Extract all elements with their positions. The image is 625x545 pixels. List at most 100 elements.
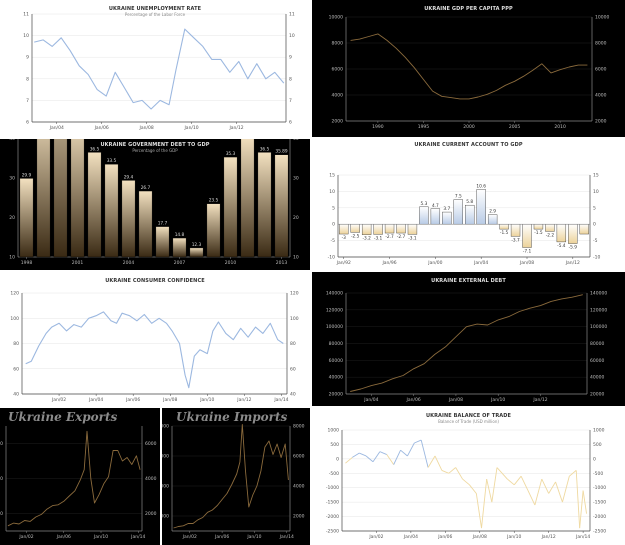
x-tick-label: Jan/06 bbox=[406, 397, 421, 403]
y-tick-label: 15 bbox=[329, 173, 335, 179]
bar bbox=[453, 199, 463, 225]
y-tick-label-right: 8000 bbox=[595, 41, 607, 47]
bar-label: -3.7 bbox=[511, 237, 520, 243]
series-segment bbox=[501, 472, 508, 480]
bar bbox=[274, 154, 289, 258]
x-tick-label: 2001 bbox=[72, 260, 84, 266]
bar bbox=[257, 152, 272, 258]
bar-label: 12.3 bbox=[192, 242, 202, 248]
bar-label: 36.5 bbox=[260, 146, 270, 152]
y-tick-label: 20000 bbox=[329, 392, 343, 398]
series-segment bbox=[414, 439, 422, 444]
series-line bbox=[350, 294, 583, 392]
y-tick-label: 8 bbox=[26, 76, 29, 82]
chart-svg: 120 120 100 100 80 80 60 60 40 40 Jan/02 Jan/04 Jan/… bbox=[10, 291, 298, 404]
y-tick-label: 40000 bbox=[329, 375, 343, 381]
y-tick-label: 11 bbox=[23, 12, 29, 18]
series-line bbox=[350, 33, 588, 100]
y-tick-label: 100 bbox=[10, 316, 19, 322]
y-tick-label-right: 2000 bbox=[293, 514, 305, 520]
y-tick-label-right: 30 bbox=[293, 176, 299, 182]
y-tick-label: 4000 bbox=[0, 476, 3, 482]
y-tick-label-right: 140000 bbox=[590, 291, 607, 297]
bar bbox=[407, 223, 418, 235]
y-tick-label: 30 bbox=[9, 176, 15, 182]
y-tick-label-right: 11 bbox=[289, 12, 295, 18]
y-tick-label-right: 60000 bbox=[590, 358, 604, 364]
series-segment bbox=[520, 475, 529, 491]
bar bbox=[70, 139, 85, 258]
bar-label: 2.9 bbox=[489, 209, 496, 215]
x-tick-label: Jan/00 bbox=[427, 260, 442, 266]
series-segment bbox=[372, 451, 381, 462]
chart-title: UKRAINE UNEMPLOYMENT RATE bbox=[108, 6, 202, 12]
x-tick-label: Jan/10 bbox=[183, 125, 198, 131]
series-segment bbox=[455, 467, 463, 480]
series-line bbox=[34, 28, 285, 110]
y-tick-label: 6000 bbox=[162, 454, 169, 460]
bar-label: 29.9 bbox=[22, 172, 32, 178]
chart-title: UKRAINE CONSUMER CONFIDENCE bbox=[105, 278, 205, 284]
x-tick-label: Jan/14 bbox=[130, 534, 145, 540]
y-tick-label: -500 bbox=[329, 471, 339, 477]
y-tick-label: 4000 bbox=[162, 484, 169, 490]
x-tick-label: Jan/02 bbox=[368, 534, 383, 540]
y-tick-label-right: -1000 bbox=[593, 485, 606, 491]
y-tick-label-right: 4000 bbox=[145, 476, 157, 482]
y-tick-label: 9 bbox=[26, 55, 29, 61]
x-tick-label: Jan/04 bbox=[403, 534, 418, 540]
x-tick-label: Jan/08 bbox=[448, 397, 463, 403]
bar bbox=[373, 223, 383, 235]
chart-exports: 6000 6000 4000 4000 2000 2000 Jan/02 Jan/06 Jan/… bbox=[0, 408, 160, 545]
x-tick-label: Jan/10 bbox=[506, 534, 521, 540]
x-tick-label: Jan/08 bbox=[139, 125, 154, 131]
x-tick-label: Jan/06 bbox=[437, 534, 452, 540]
chart-gdp-per-capita: 10000 10000 8000 8000 6000 6000 4000 4000 2000 20… bbox=[312, 0, 625, 137]
y-tick-label: 80 bbox=[13, 341, 19, 347]
y-tick-label: 10 bbox=[329, 189, 335, 195]
bar bbox=[568, 223, 578, 244]
chart-title: UKRAINE BALANCE OF TRADE bbox=[425, 413, 512, 419]
y-tick-label-right: 2000 bbox=[145, 511, 157, 517]
y-tick-label: 8000 bbox=[332, 41, 344, 47]
x-tick-label: 2004 bbox=[123, 260, 135, 266]
bar bbox=[465, 204, 475, 225]
bar bbox=[155, 226, 170, 258]
chart-title: UKRAINE GDP PER CAPITA PPP bbox=[424, 6, 513, 12]
bar-label: 35.3 bbox=[226, 151, 236, 157]
series-segment bbox=[386, 454, 395, 465]
series-segment bbox=[462, 478, 470, 486]
series-line bbox=[173, 424, 289, 529]
bar-label: 29.4 bbox=[124, 174, 134, 180]
bar bbox=[240, 139, 255, 258]
chart-svg: 8000 8000 6000 6000 4000 4000 2000 2000 Jan/02 Ja… bbox=[162, 424, 305, 541]
chart-title: UKRAINE CURRENT ACCOUNT TO GDP bbox=[414, 142, 523, 148]
bar bbox=[350, 223, 360, 233]
y-tick-label-right: 1000 bbox=[593, 428, 605, 434]
x-tick-label: Jan/12 bbox=[541, 534, 556, 540]
x-tick-label: Jan/08 bbox=[162, 397, 177, 403]
series-segment bbox=[491, 467, 498, 503]
bar-label: -1.5 bbox=[500, 230, 509, 236]
bar-label: 17.7 bbox=[158, 221, 168, 227]
chart-imports: 8000 8000 6000 6000 4000 4000 2000 2000 Jan/02 Ja… bbox=[162, 408, 310, 545]
series-segment bbox=[527, 490, 536, 506]
x-tick-label: 2010 bbox=[225, 260, 237, 266]
bar-label: -5.9 bbox=[569, 245, 578, 251]
y-tick-label: 120000 bbox=[326, 307, 343, 313]
chart-svg: 140000 140000 120000 120000 100000 100000 8000… bbox=[326, 291, 608, 404]
series-segment bbox=[359, 452, 367, 457]
bar-label: -2.5 bbox=[351, 233, 360, 239]
bar bbox=[384, 223, 395, 234]
y-tick-label-right: 6000 bbox=[595, 67, 607, 73]
y-tick-label-right: 2000 bbox=[595, 119, 607, 125]
series-segment bbox=[562, 476, 570, 503]
x-tick-label: Jan/08 bbox=[519, 260, 534, 266]
bar bbox=[579, 223, 589, 235]
x-tick-label: Jan/04 bbox=[363, 397, 378, 403]
series-line bbox=[25, 311, 284, 389]
x-tick-label: Jan/06 bbox=[94, 125, 109, 131]
y-tick-label-right: 6 bbox=[289, 120, 292, 126]
y-tick-label: 60000 bbox=[329, 358, 343, 364]
y-tick-label: 500 bbox=[330, 442, 339, 448]
